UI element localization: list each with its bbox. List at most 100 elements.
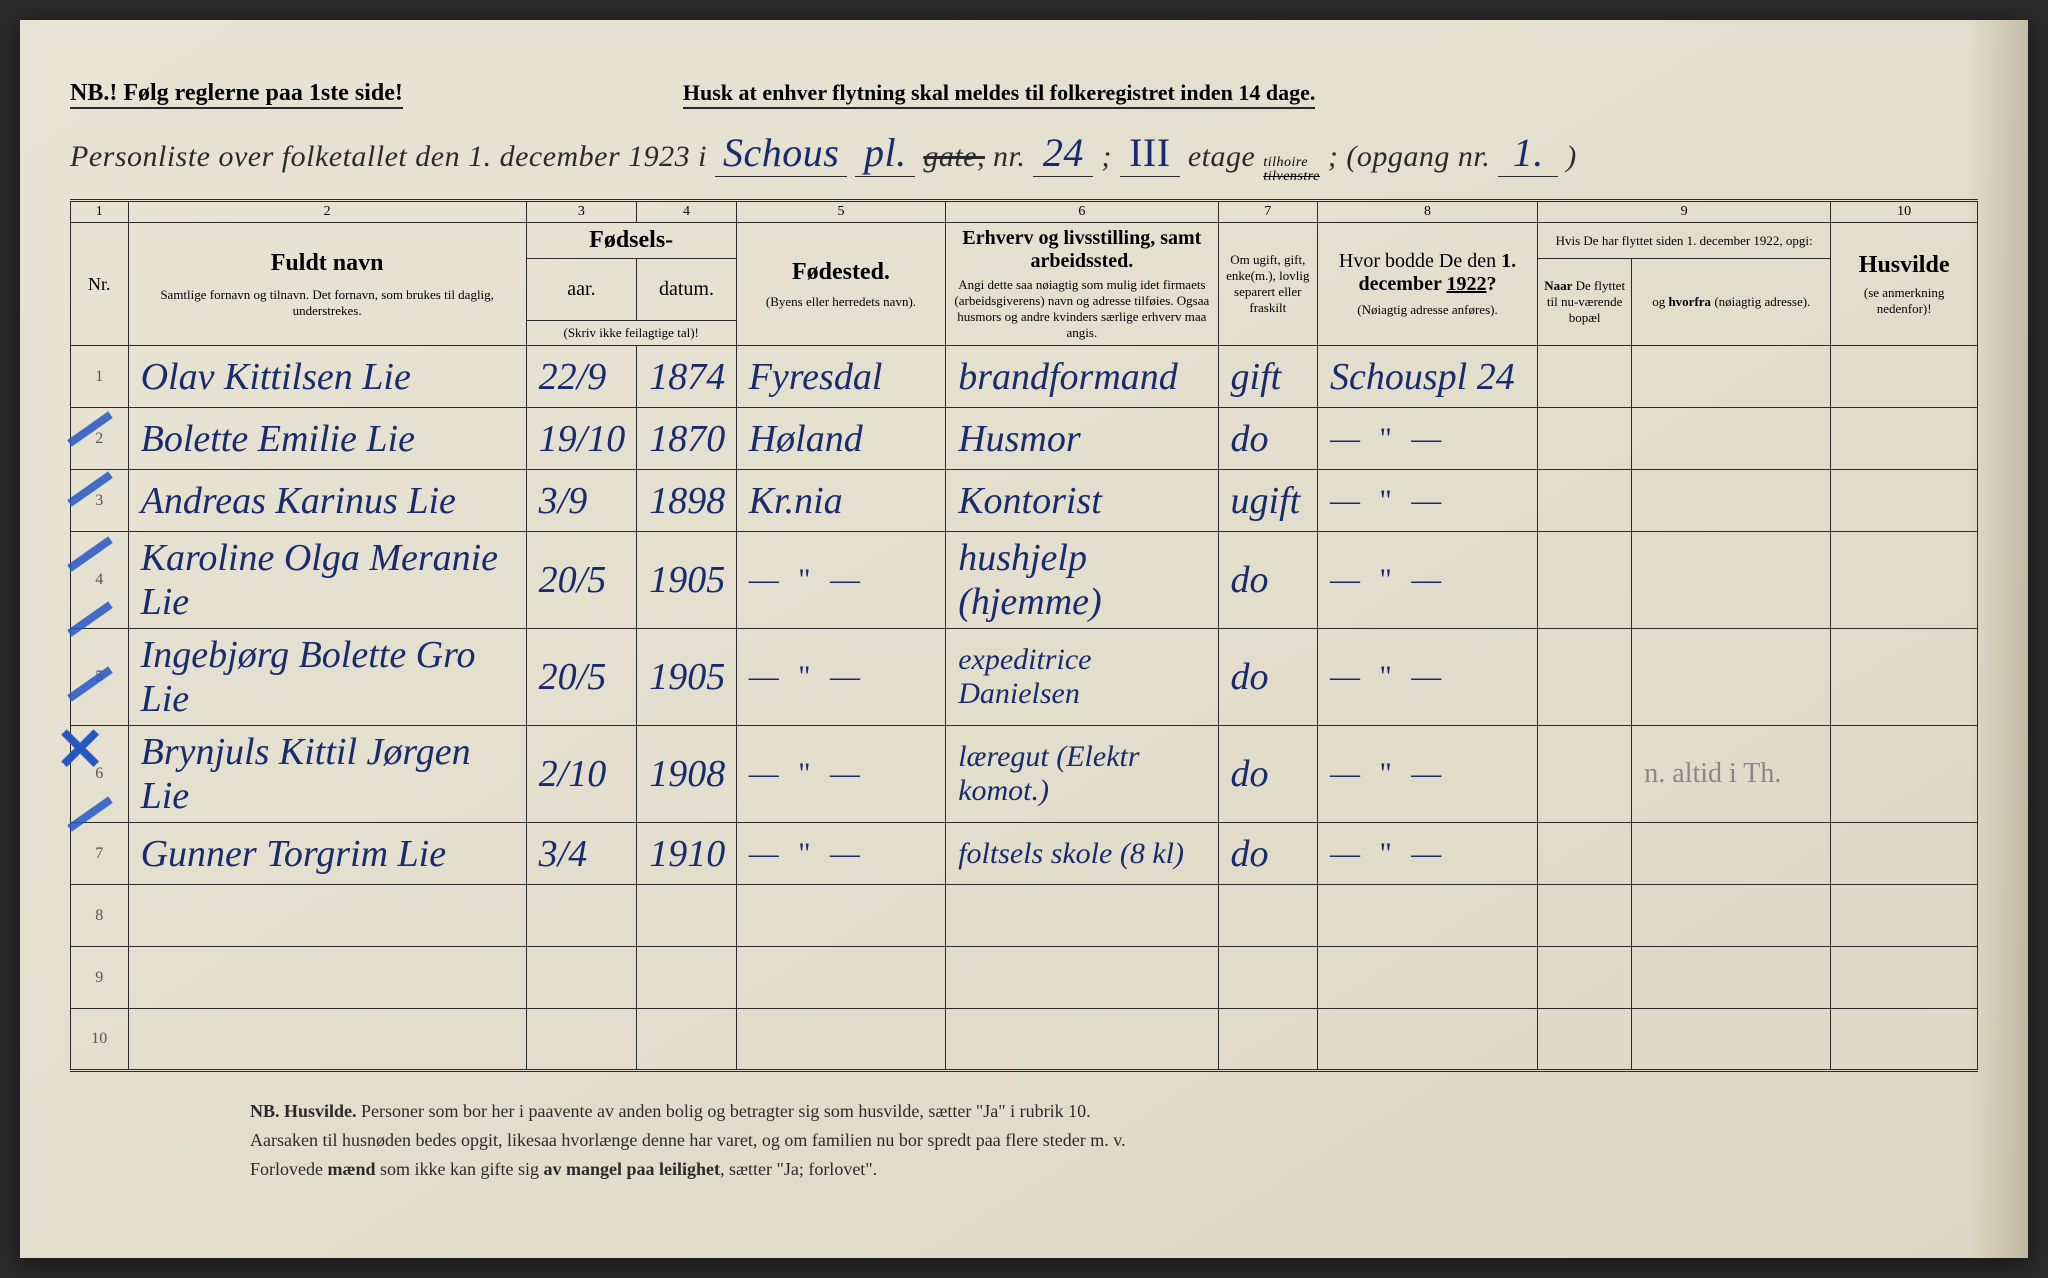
street-suffix: pl.	[855, 129, 915, 177]
occupation: hushjelp (hjemme)	[958, 537, 1101, 623]
table-row: 2 Bolette Emilie Lie 19/10 1870 Høland H…	[71, 408, 1978, 470]
table-row: 1 Olav Kittilsen Lie 22/9 1874 Fyresdal …	[71, 346, 1978, 408]
day-cell: 20/5	[526, 629, 637, 726]
moved-from-cell	[1632, 823, 1831, 885]
name-cell: Andreas Karinus Lie	[128, 470, 526, 532]
table-row: 6 Brynjuls Kittil Jørgen Lie 2/10 1908 —…	[71, 726, 1978, 823]
status-cell: do	[1218, 532, 1318, 629]
status-cell: do	[1218, 726, 1318, 823]
moved-from-cell	[1632, 408, 1831, 470]
occupation-cell: Husmor	[946, 408, 1218, 470]
moved-date-cell	[1538, 629, 1632, 726]
occupation: Husmor	[958, 418, 1080, 460]
residence-cell: — " —	[1318, 726, 1538, 823]
col-num-9: 9	[1538, 201, 1831, 223]
birth-year: 1905	[649, 656, 725, 698]
col-num-1: 1	[71, 201, 129, 223]
prev-residence: — " —	[1330, 422, 1447, 455]
moved-from-cell	[1632, 629, 1831, 726]
year-cell: 1874	[637, 346, 737, 408]
column-label-row-1: Nr. Fuldt navn Samtlige fornavn og tilna…	[71, 223, 1978, 259]
occupation: Kontorist	[958, 480, 1102, 522]
day-cell: 22/9	[526, 346, 637, 408]
marital-status: do	[1231, 753, 1269, 795]
row-nr: 9	[71, 947, 129, 1009]
moved-header: Hvis De har flyttet siden 1. december 19…	[1538, 223, 1831, 259]
fuldt-navn-label: Fuldt navn	[135, 250, 520, 277]
residence-cell: Schouspl 24	[1318, 346, 1538, 408]
day-cell: 2/10	[526, 726, 637, 823]
erhverv-sub: Angi dette saa nøiagtig som mulig idet f…	[952, 277, 1211, 341]
fodested-sub: (Byens eller herredets navn).	[743, 294, 939, 310]
birth-year: 1905	[649, 559, 725, 601]
birth-year: 1910	[649, 833, 725, 875]
marital-status: do	[1231, 559, 1269, 601]
name-cell: Brynjuls Kittil Jørgen Lie	[128, 726, 526, 823]
footer-line-1: NB. Husvilde. Personer som bor her i paa…	[250, 1097, 1978, 1126]
birthplace-cell: — " —	[736, 629, 945, 726]
marital-status: do	[1231, 656, 1269, 698]
tilhoire: tilhoire	[1263, 156, 1320, 170]
blue-x-mark-icon: ✕	[55, 715, 105, 785]
residence-cell: — " —	[1318, 408, 1538, 470]
name-cell: Gunner Torgrim Lie	[128, 823, 526, 885]
husvilde-cell	[1831, 629, 1978, 726]
name-cell: Olav Kittilsen Lie	[128, 346, 526, 408]
prev-residence: — " —	[1330, 757, 1447, 790]
erhverv-header: Erhverv og livsstilling, samt arbeidsste…	[946, 223, 1218, 346]
row-nr: 10	[71, 1009, 129, 1071]
person-name: Brynjuls Kittil Jørgen Lie	[141, 731, 471, 817]
occupation-cell: expeditrice Danielsen	[946, 629, 1218, 726]
side-options: tilhoire tilvenstre	[1263, 156, 1320, 184]
occupation-cell: Kontorist	[946, 470, 1218, 532]
year-cell: 1910	[637, 823, 737, 885]
fodested-label: Fødested.	[743, 259, 939, 286]
prev-residence: — " —	[1330, 484, 1447, 517]
birthplace: Kr.nia	[749, 480, 843, 522]
day-cell: 20/5	[526, 532, 637, 629]
residence-cell: — " —	[1318, 629, 1538, 726]
aar-header: aar.	[526, 259, 637, 321]
title-prefix: Personliste over folketallet den 1. dece…	[70, 140, 707, 174]
birth-day: 3/9	[539, 480, 588, 522]
prev-residence: — " —	[1330, 660, 1447, 693]
birth-day: 20/5	[539, 559, 607, 601]
column-number-row: 1 2 3 4 5 6 7 8 9 10	[71, 201, 1978, 223]
footer-line-3: Forlovede mænd som ikke kan gifte sig av…	[250, 1155, 1978, 1184]
moved-date-header: Naar De flyttet til nu-værende bopæl	[1538, 259, 1632, 346]
name-cell: Karoline Olga Meranie Lie	[128, 532, 526, 629]
form-title-row: Personliste over folketallet den 1. dece…	[70, 129, 1978, 184]
table-header: 1 2 3 4 5 6 7 8 9 10 Nr. Fuldt navn Samt…	[71, 201, 1978, 346]
header-warnings: NB.! Følg reglerne paa 1ste side! Husk a…	[70, 80, 1978, 109]
prev-residence: — " —	[1330, 837, 1447, 870]
status-cell: do	[1218, 408, 1318, 470]
table-row-empty: 8	[71, 885, 1978, 947]
birthplace-cell: Høland	[736, 408, 945, 470]
datum-header: datum.	[637, 259, 737, 321]
nb-warning: NB.! Følg reglerne paa 1ste side!	[70, 80, 403, 109]
person-name: Karoline Olga Meranie Lie	[141, 537, 498, 623]
residence-header: Hvor bodde De den 1. december 1922? (Nøi…	[1318, 223, 1538, 346]
row-nr: 8	[71, 885, 129, 947]
residence-sub: (Nøiagtig adresse anføres).	[1324, 302, 1531, 318]
birth-day: 3/4	[539, 833, 588, 875]
opgang-value: 1.	[1498, 129, 1558, 177]
occupation: foltsels skole (8 kl)	[958, 837, 1184, 870]
status-cell: do	[1218, 823, 1318, 885]
moved-from-cell: n. altid i Th.	[1632, 726, 1831, 823]
person-name: Ingebjørg Bolette Gro Lie	[141, 634, 476, 720]
table-row: 7 Gunner Torgrim Lie 3/4 1910 — " — folt…	[71, 823, 1978, 885]
table-row-empty: 9	[71, 947, 1978, 1009]
occupation: brandformand	[958, 356, 1178, 398]
husvilde-cell	[1831, 726, 1978, 823]
person-name: Bolette Emilie Lie	[141, 418, 415, 460]
col-num-6: 6	[946, 201, 1218, 223]
census-table: 1 2 3 4 5 6 7 8 9 10 Nr. Fuldt navn Samt…	[70, 199, 1978, 1072]
residence-cell: — " —	[1318, 532, 1538, 629]
col-num-4: 4	[637, 201, 737, 223]
year-cell: 1898	[637, 470, 737, 532]
residence-label: Hvor bodde De den 1. december 1922?	[1324, 250, 1531, 296]
moved-date-cell	[1538, 532, 1632, 629]
person-name: Olav Kittilsen Lie	[141, 356, 411, 398]
occupation-cell: foltsels skole (8 kl)	[946, 823, 1218, 885]
